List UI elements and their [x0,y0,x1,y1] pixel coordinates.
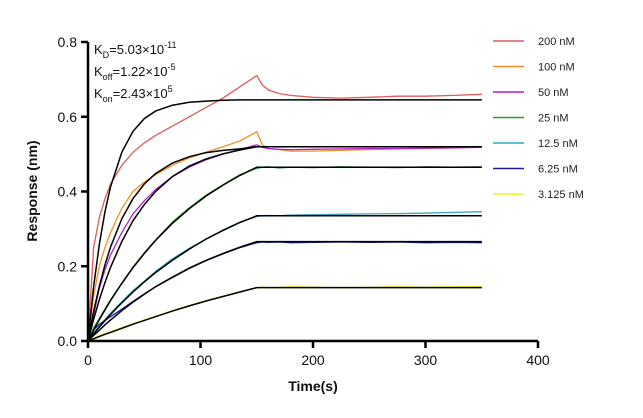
constant-exponent: -5 [167,62,175,72]
series-line-1 [87,130,482,342]
x-tick-label: 100 [189,352,213,368]
fit-line-6 [87,286,482,342]
constant-exponent: -11 [164,40,176,50]
y-tick-label: 0.0 [58,333,78,349]
kinetic-constant: Kon=2.43×105 [94,84,173,104]
legend-label: 3.125 nM [538,189,584,201]
x-tick-label: 400 [526,352,550,368]
legend-label: 200 nM [538,36,575,48]
x-tick-label: 300 [414,352,438,368]
legend-item: 12.5 nM [493,138,578,150]
series-line-5 [87,241,482,342]
axes: 0 100 200 300 400 0.0 0.2 0.4 0.6 0.8 [58,34,550,368]
y-tick-label: 0.6 [58,109,78,125]
constant-subscript: off [103,72,113,82]
constant-symbol: K [94,42,103,57]
y-tick-label: 0.8 [58,34,78,50]
constant-subscript: on [103,94,113,104]
fit-line-0 [87,99,482,342]
x-tick-label: 0 [84,352,92,368]
fit-line-4 [87,215,482,342]
legend-label: 50 nM [538,87,569,99]
legend-item: 200 nM [493,36,575,48]
kinetic-constant: KD=5.03×10-11 [94,40,176,60]
constant-value: =2.43×10 [113,86,168,101]
constant-value: =1.22×10 [113,64,168,79]
constant-subscript: D [103,50,110,60]
x-tick-label: 200 [301,352,325,368]
fit-line-3 [87,166,482,342]
legend-item: 100 nM [493,62,575,74]
legend-label: 6.25 nM [538,164,578,176]
legend-item: 50 nM [493,87,569,99]
y-tick-label: 0.2 [58,258,78,274]
y-axis-label: Response (nm) [24,140,40,241]
y-tick-label: 0.4 [58,184,78,200]
series-line-6 [87,285,482,342]
x-axis-label: Time(s) [288,378,338,394]
legend-label: 12.5 nM [538,138,578,150]
legend-label: 25 nM [538,113,569,125]
legend-label: 100 nM [538,62,575,74]
legend-item: 3.125 nM [493,189,584,201]
legend-item: 25 nM [493,113,569,125]
legend: 200 nM 100 nM 50 nM 25 nM 12.5 nM 6.25 nM 3.12… [493,36,584,201]
series-line-4 [87,211,482,342]
constant-symbol: K [94,86,103,101]
fit-line-2 [87,145,482,342]
series-line-3 [87,166,482,342]
kinetic-constant: Koff=1.22×10-5 [94,62,175,82]
series-line-0 [87,74,482,342]
fit-line-1 [87,145,482,342]
constant-symbol: K [94,64,103,79]
constant-value: =5.03×10 [109,42,164,57]
legend-item: 6.25 nM [493,164,578,176]
plot-area [87,74,482,342]
fit-line-5 [87,240,482,342]
constant-exponent: 5 [168,84,173,94]
